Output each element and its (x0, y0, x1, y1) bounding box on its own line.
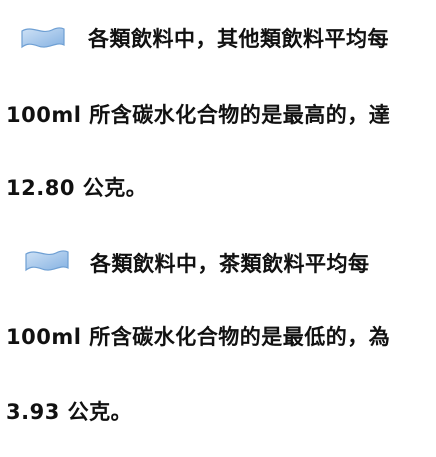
flag-bullet-icon (20, 26, 66, 50)
paragraph-2-line-3: 3.93 公克。 (6, 400, 133, 424)
paragraph-1-line-1: 各類飲料中，其他類飲料平均每 (88, 27, 389, 51)
paragraph-2-line-2: 100ml 所含碳水化合物的是最低的，為 (6, 325, 391, 349)
flag-bullet-icon (24, 249, 70, 273)
paragraph-1-line-3: 12.80 公克。 (6, 176, 148, 200)
paragraph-1-line-2: 100ml 所含碳水化合物的是最高的，達 (6, 103, 391, 127)
paragraph-2-line-1: 各類飲料中，茶類飲料平均每 (90, 252, 370, 276)
